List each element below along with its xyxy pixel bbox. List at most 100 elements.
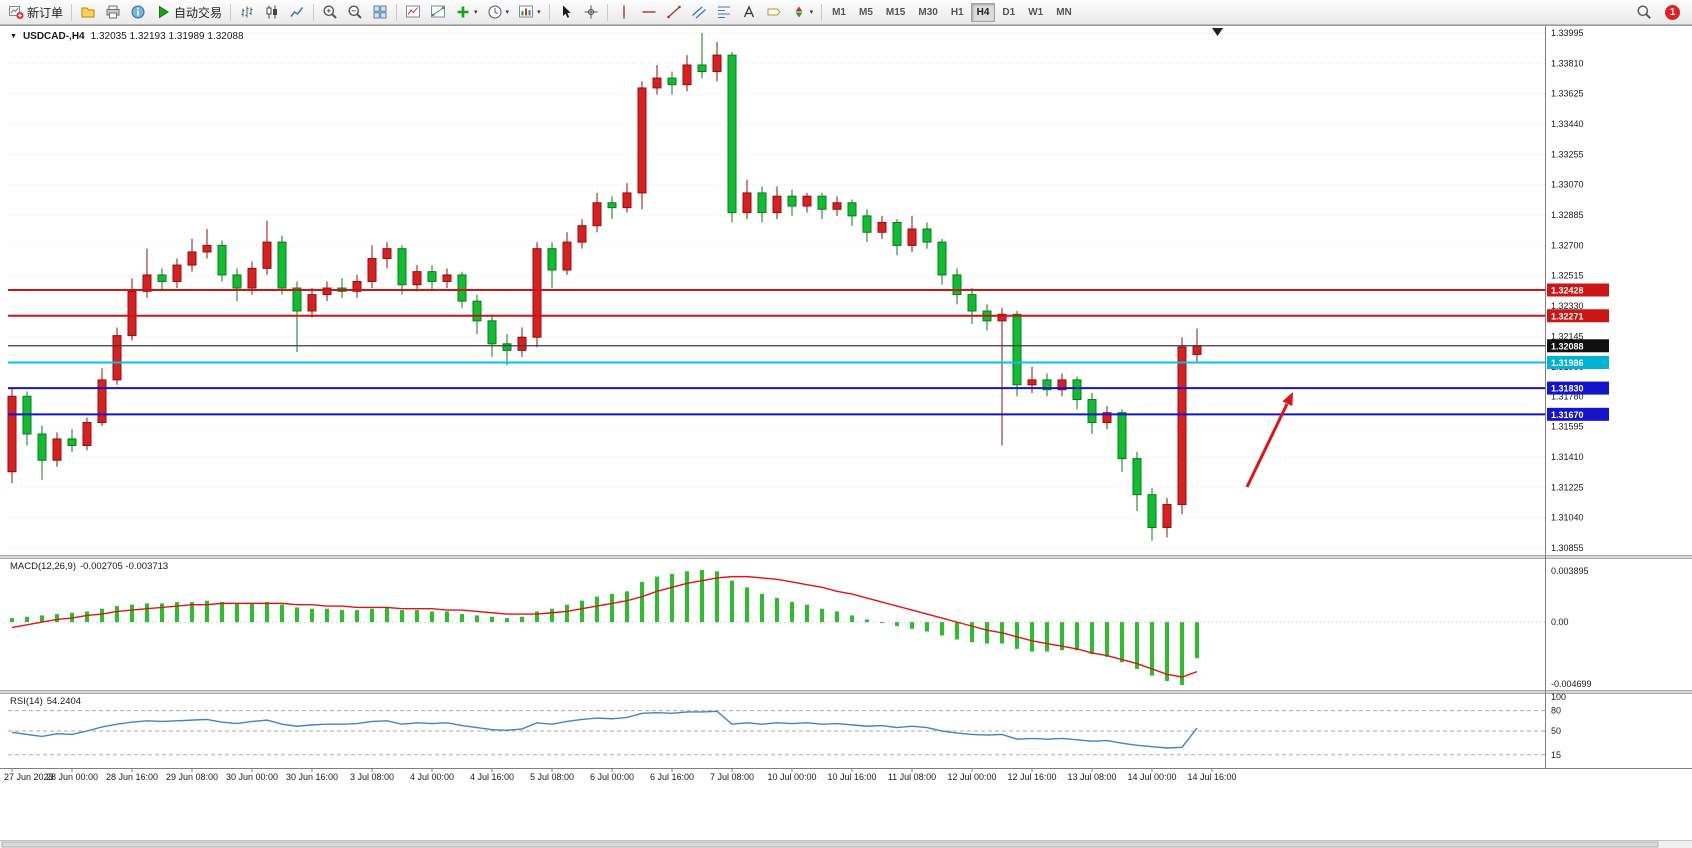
macd-histogram-bar [505, 618, 509, 623]
macd-histogram-bar [475, 615, 479, 623]
candle-body [307, 294, 317, 312]
annotation-arrow[interactable] [1245, 403, 1289, 488]
candle-body [412, 271, 422, 286]
chevron-down-icon[interactable]: ▾ [809, 8, 814, 16]
notification-badge[interactable]: 1 [1665, 4, 1680, 20]
price-tick-label: 1.30855 [1551, 543, 1584, 553]
crosshair-button[interactable] [579, 2, 603, 23]
macd-histogram-bar [295, 607, 299, 623]
timeframe-m1[interactable]: M1 [826, 3, 852, 22]
chevron-down-icon[interactable]: ▾ [537, 8, 541, 16]
rsi-axis-label: 15 [1551, 750, 1561, 760]
macd-histogram-bar [115, 606, 119, 623]
candle-body [577, 225, 587, 243]
macd-histogram-bar [1120, 622, 1124, 663]
chart-canvas[interactable]: 1.33995 1.33810 1.33625 1.33440 1.33255 1.330… [0, 25, 1692, 848]
candle-body [487, 320, 497, 345]
timeframe-m5[interactable]: M5 [853, 3, 879, 22]
macd-histogram-bar [895, 622, 899, 627]
chevron-down-icon[interactable]: ▾ [474, 8, 478, 16]
zoom-out-button[interactable] [343, 2, 367, 23]
timeframe-m15[interactable]: M15 [880, 3, 911, 22]
timeframe-w1[interactable]: W1 [1022, 3, 1049, 22]
line-chart-button[interactable] [285, 2, 309, 23]
macd-histogram-bar [655, 576, 659, 623]
time-axis-label: 5 Jul 08:00 [530, 772, 574, 782]
trendline-button[interactable] [662, 2, 686, 23]
print-button[interactable] [101, 2, 125, 23]
equidistant-channel-button[interactable] [687, 2, 711, 23]
price-tick-label: 1.31780 [1551, 391, 1584, 401]
macd-histogram-bar [580, 600, 584, 623]
chart-menu-icon[interactable]: ▼ [10, 33, 17, 40]
toolbar-separator [821, 3, 823, 21]
add-indicator-button[interactable]: ▾ [451, 2, 482, 23]
chevron-down-icon[interactable]: ▾ [505, 8, 510, 16]
pane-separator[interactable] [0, 690, 1692, 694]
vertical-line-button[interactable] [612, 2, 636, 23]
chart-shift-marker[interactable] [1212, 28, 1223, 36]
fibonacci-button[interactable] [712, 2, 736, 23]
macd-histogram-bar [985, 622, 989, 644]
zoom-in-button[interactable] [318, 2, 342, 23]
arrow-objects-button[interactable]: ▾ [787, 2, 818, 23]
candle-body [922, 228, 932, 243]
objects-list-button[interactable] [426, 2, 450, 23]
horizontal-line-button[interactable] [637, 2, 661, 23]
templates-button[interactable]: ▾ [514, 2, 545, 23]
time-axis-label: 28 Jun 00:00 [46, 772, 98, 782]
auto-trading-button[interactable]: 自动交易 [151, 2, 226, 23]
tline-icon [666, 4, 682, 20]
search-button[interactable] [1632, 2, 1656, 23]
candle-body [697, 64, 707, 73]
macd-histogram-bar [1195, 622, 1199, 659]
macd-histogram-bar [220, 602, 224, 623]
tile-windows-button[interactable] [368, 2, 392, 23]
candle-body [322, 287, 332, 296]
horizontal-scrollbar-thumb[interactable] [1, 841, 1659, 848]
text-button[interactable] [737, 2, 761, 23]
macd-axis-label: -0.004699 [1551, 679, 1592, 689]
candle-body [952, 274, 962, 296]
candlestick-chart-button[interactable] [260, 2, 284, 23]
timeframe-d1[interactable]: D1 [996, 3, 1021, 22]
candle-body [382, 248, 392, 260]
objects-icon [430, 4, 446, 20]
timeframe-h4[interactable]: H4 [970, 2, 996, 22]
navigator-button[interactable] [76, 2, 100, 23]
time-axis-label: 4 Jul 16:00 [470, 772, 514, 782]
cursor-button[interactable] [554, 2, 578, 23]
macd-histogram-bar [40, 615, 44, 623]
timeframe-m30[interactable]: M30 [912, 3, 943, 22]
timeframe-h1[interactable]: H1 [945, 3, 970, 22]
candle-body [232, 274, 242, 289]
candle-body [157, 274, 167, 282]
template-icon [518, 4, 534, 20]
price-label-text: 1.32088 [1551, 341, 1584, 351]
time-axis-label: 13 Jul 08:00 [1067, 772, 1116, 782]
candle-body [1012, 313, 1022, 386]
bar-chart-button[interactable] [235, 2, 259, 23]
indicators-button[interactable] [401, 2, 425, 23]
data-window-button[interactable] [126, 2, 150, 23]
macd-histogram-bar [415, 610, 419, 623]
macd-indicator-label: MACD(12,26,9) -0.002705 -0.003713 [10, 561, 168, 572]
timeframe-mn[interactable]: MN [1050, 3, 1078, 22]
candle-body [997, 313, 1007, 322]
candle-body [727, 54, 737, 214]
macd-histogram-bar [925, 622, 929, 632]
price-tick-label: 1.33625 [1551, 89, 1584, 99]
price-label-box [1547, 355, 1609, 369]
candle-body [1027, 379, 1037, 386]
candle-body [607, 202, 617, 209]
text-label-button[interactable] [762, 2, 786, 23]
time-axis-label: 10 Jul 16:00 [827, 772, 876, 782]
cursor-icon [558, 4, 574, 20]
annotation-arrow-head[interactable] [1282, 392, 1293, 407]
pane-separator[interactable] [0, 555, 1692, 559]
macd-histogram-bar [400, 610, 404, 623]
periods-button[interactable]: ▾ [483, 2, 514, 23]
rsi-pane [8, 710, 1545, 756]
candle-body [1072, 379, 1082, 401]
new-order-button[interactable]: 新订单 [4, 2, 67, 23]
